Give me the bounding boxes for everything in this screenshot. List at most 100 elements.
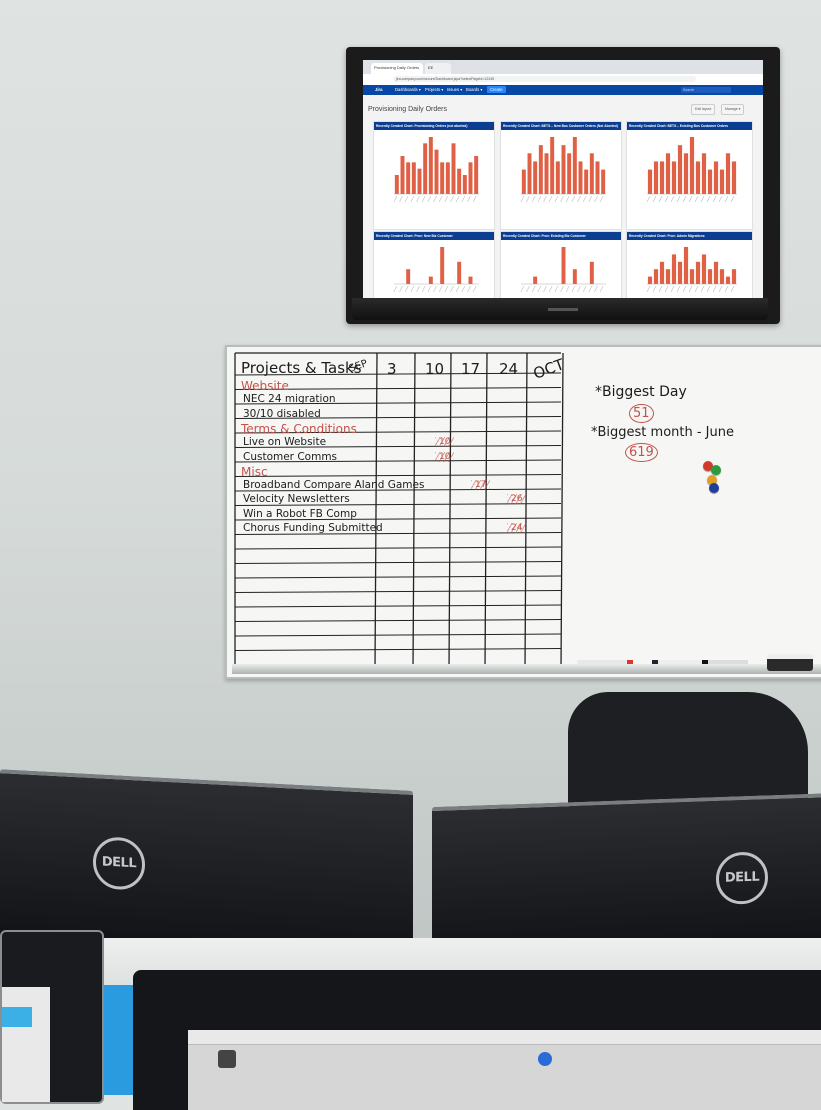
chart-bar bbox=[428, 276, 433, 284]
chart-bar bbox=[468, 162, 473, 194]
board-header: Projects & Tasks bbox=[241, 359, 362, 377]
chart-tick-label bbox=[531, 195, 536, 203]
chart-tick-label bbox=[444, 195, 449, 203]
chart-tick-label bbox=[554, 195, 559, 203]
chart-gadget[interactable]: Recently Created Chart: Prov: New Biz Cu… bbox=[373, 231, 495, 298]
marker-red-icon[interactable] bbox=[577, 660, 627, 664]
chart-bar bbox=[567, 153, 572, 194]
chart-tick-label bbox=[438, 285, 443, 293]
task-milestone-mark: 26 bbox=[507, 494, 527, 505]
create-button[interactable]: Create bbox=[487, 86, 506, 93]
note-biggest-month: *Biggest month - June bbox=[591, 425, 734, 440]
chart-bar bbox=[406, 269, 411, 284]
grid-row-line bbox=[234, 503, 562, 506]
grid-column-line bbox=[484, 352, 488, 670]
chart-bar bbox=[653, 269, 659, 284]
user-icon[interactable] bbox=[538, 1052, 552, 1066]
chart-tick-label bbox=[724, 285, 729, 293]
chart-tick-label bbox=[416, 285, 420, 293]
chart-tick-label bbox=[416, 195, 420, 203]
chart-tick-label bbox=[658, 285, 663, 293]
chart-tick-label bbox=[706, 285, 711, 293]
task-label: Live on Website bbox=[243, 436, 327, 449]
chart-bar bbox=[451, 143, 456, 194]
chart-tick-label bbox=[548, 195, 553, 203]
gadget-chart bbox=[520, 247, 606, 293]
chart-tick-label bbox=[421, 195, 426, 203]
chart-tick-label bbox=[410, 195, 415, 203]
eraser-icon[interactable] bbox=[767, 654, 813, 671]
chart-gadget[interactable]: Recently Created Chart: BETS – Existing … bbox=[626, 121, 753, 230]
app-icon[interactable] bbox=[218, 1050, 236, 1068]
chart-bar bbox=[695, 161, 701, 194]
dell-logo-icon: DELL bbox=[93, 836, 145, 891]
chart-bar bbox=[665, 269, 671, 284]
chart-bar bbox=[647, 169, 653, 194]
chart-gadget[interactable]: Recently Created Chart: Prov: Admin Migr… bbox=[626, 231, 753, 298]
chart-tick-label bbox=[688, 195, 693, 203]
chart-tick-label bbox=[531, 285, 536, 293]
magnet-icon[interactable] bbox=[703, 461, 713, 471]
chart-tick-label bbox=[472, 195, 477, 203]
chart-bar bbox=[671, 254, 677, 284]
chart-tick-label bbox=[565, 285, 570, 293]
app-window-icon bbox=[2, 1007, 32, 1027]
chart-tick-label bbox=[560, 195, 564, 203]
task-label: Broadband Compare Aland Games bbox=[243, 479, 425, 492]
magnet-icon[interactable] bbox=[711, 465, 721, 475]
column-header: 17 bbox=[461, 360, 481, 378]
gadget-title: Recently Created Chart: BETS – New Bus C… bbox=[501, 122, 621, 130]
chart-gadget[interactable]: Recently Created Chart: BETS – New Bus C… bbox=[500, 121, 622, 230]
chart-bar bbox=[701, 153, 707, 194]
chart-tick-label bbox=[560, 285, 564, 293]
chart-tick-label bbox=[433, 195, 437, 203]
nav-dashboards[interactable]: Dashboards ▾ bbox=[395, 86, 421, 92]
magnet-icon[interactable] bbox=[709, 483, 719, 493]
chart-tick-label bbox=[520, 195, 525, 203]
marker-black-icon[interactable] bbox=[702, 660, 748, 664]
grid-column-line bbox=[412, 352, 416, 670]
jira-logo[interactable]: Jira bbox=[375, 86, 383, 92]
chart-bar bbox=[677, 145, 683, 194]
front-display bbox=[188, 1030, 821, 1110]
manage-button[interactable]: Manage ▾ bbox=[721, 104, 745, 115]
grid-row-line bbox=[234, 561, 562, 564]
chart-tick-label bbox=[646, 195, 651, 203]
chart-tick-label bbox=[730, 195, 735, 203]
tv-logo bbox=[548, 308, 578, 311]
chart-tick-label bbox=[670, 285, 675, 293]
chart-gadget[interactable]: Recently Created Chart: Prov: Existing B… bbox=[500, 231, 622, 298]
grid-column-line bbox=[448, 352, 452, 670]
chart-bar bbox=[713, 161, 719, 194]
grid-row-line bbox=[234, 459, 562, 463]
chart-bar bbox=[445, 162, 450, 194]
nav-issues[interactable]: Issues ▾ bbox=[447, 86, 463, 92]
gadget-chart bbox=[520, 137, 606, 203]
chart-bar bbox=[434, 149, 439, 194]
chart-bar bbox=[400, 156, 405, 194]
chart-bar bbox=[406, 162, 411, 194]
chart-bar bbox=[550, 137, 555, 194]
chart-bar bbox=[555, 161, 560, 194]
edit-layout-button[interactable]: Edit layout bbox=[691, 104, 716, 115]
chart-tick-label bbox=[455, 285, 460, 293]
marker-blue-icon[interactable] bbox=[652, 660, 703, 664]
chart-bar bbox=[725, 276, 731, 284]
nav-projects[interactable]: Projects ▾ bbox=[425, 86, 444, 92]
chart-tick-label bbox=[450, 195, 454, 203]
chart-tick-label bbox=[537, 285, 542, 293]
chart-tick-label bbox=[421, 285, 426, 293]
nav-boards[interactable]: Boards ▾ bbox=[466, 86, 483, 92]
grid-row-line bbox=[234, 575, 562, 579]
search-input[interactable]: Search bbox=[681, 87, 731, 93]
magnet-icon[interactable] bbox=[707, 475, 717, 485]
grid-row-line bbox=[234, 372, 562, 376]
chart-tick-label bbox=[571, 285, 576, 293]
chart-gadget[interactable]: Recently Created Chart: Provisioning Ord… bbox=[373, 121, 495, 230]
url-field[interactable]: jira.company.com/secure/Dashboard.jspa?s… bbox=[393, 76, 696, 82]
browser-tab-1[interactable]: Provisioning Daily Orders bbox=[371, 63, 423, 74]
grid-row-line bbox=[234, 416, 562, 419]
grid-row-line bbox=[234, 590, 562, 593]
task-label: Customer Comms bbox=[243, 450, 338, 463]
browser-tab-2[interactable]: EE bbox=[425, 63, 451, 74]
